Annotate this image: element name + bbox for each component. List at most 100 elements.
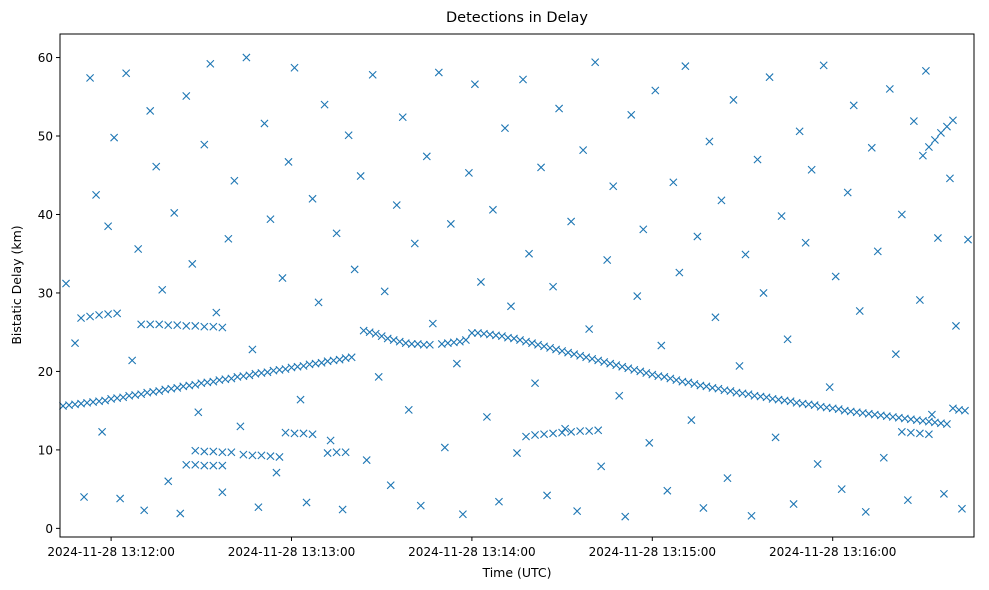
data-point-marker [257, 451, 266, 460]
data-point-marker [296, 395, 305, 404]
data-point-marker [627, 110, 636, 119]
data-point-marker [461, 336, 470, 345]
x-tick-label: 2024-11-28 13:16:00 [769, 545, 896, 559]
data-point-marker [510, 334, 518, 343]
data-point-marker [849, 101, 858, 110]
data-point-marker [645, 438, 654, 447]
data-point-marker [140, 506, 149, 515]
data-point-marker [254, 503, 263, 512]
data-point-marker [299, 361, 308, 370]
y-tick-label: 10 [38, 443, 53, 457]
data-point-marker [416, 501, 425, 510]
data-point-marker [86, 312, 95, 321]
data-point-marker [155, 387, 164, 396]
data-point-marker [191, 460, 200, 469]
data-point-marker [209, 322, 218, 331]
data-point-marker [903, 496, 912, 505]
data-point-marker [579, 146, 588, 155]
plot-frame [59, 33, 975, 538]
data-point-marker [651, 86, 660, 95]
data-point-marker [407, 339, 416, 348]
data-point-marker [513, 449, 521, 458]
data-point-marker [260, 119, 269, 128]
data-point-marker [516, 336, 524, 345]
data-point-marker [227, 448, 236, 457]
data-point-marker [891, 350, 900, 359]
data-point-marker [113, 309, 122, 318]
data-point-marker [702, 382, 711, 391]
data-point-marker [879, 453, 888, 462]
y-tick-label: 20 [38, 365, 53, 379]
data-point-marker [576, 351, 585, 360]
data-point-marker [278, 274, 287, 283]
data-point-marker [377, 332, 386, 341]
data-point-marker [206, 59, 215, 68]
data-point-marker [915, 429, 924, 438]
data-point-marker [209, 377, 218, 386]
data-point-marker [308, 430, 317, 439]
data-point-marker [837, 485, 846, 494]
data-point-marker [236, 422, 245, 431]
data-point-marker [633, 292, 642, 301]
data-point-marker [660, 372, 669, 381]
data-point-marker [924, 430, 933, 439]
data-point-marker [77, 314, 86, 323]
data-point-marker [597, 462, 606, 471]
data-point-marker [92, 190, 101, 199]
data-point-marker [332, 448, 341, 457]
data-point-marker [669, 178, 678, 187]
data-point-marker [600, 358, 609, 366]
data-point-marker [101, 396, 110, 405]
data-point-marker [615, 391, 624, 400]
data-point-marker [939, 489, 948, 498]
data-point-marker [591, 58, 600, 67]
data-point-marker [540, 342, 549, 351]
x-tick-label: 2024-11-28 13:13:00 [228, 545, 355, 559]
data-point-marker [284, 157, 293, 166]
data-point-marker [404, 405, 413, 414]
data-point-marker [170, 208, 179, 217]
data-point-marker [275, 452, 284, 461]
data-point-marker [630, 365, 639, 374]
data-point-marker [801, 238, 810, 247]
data-point-marker [398, 113, 407, 122]
y-axis-label: Bistatic Delay (km) [9, 225, 24, 344]
data-point-marker [500, 124, 509, 133]
data-point-marker [843, 188, 852, 197]
data-point-marker [200, 447, 209, 456]
data-point-marker [948, 404, 957, 413]
data-point-marker [930, 135, 939, 144]
data-point-marker [897, 210, 906, 219]
data-point-marker [537, 163, 546, 172]
data-point-marker [326, 436, 335, 445]
data-point-marker [672, 376, 681, 385]
data-point-marker [753, 155, 762, 164]
data-point-marker [452, 359, 461, 368]
data-point-marker [323, 449, 332, 458]
data-point-marker [419, 340, 428, 349]
data-point-marker [540, 430, 549, 439]
data-point-marker [546, 343, 555, 352]
data-point-marker [86, 73, 95, 82]
data-point-marker [771, 433, 780, 442]
data-point-marker [359, 326, 368, 335]
data-point-marker [209, 461, 218, 470]
data-point-marker [945, 174, 954, 183]
data-point-marker [621, 512, 630, 521]
data-point-marker [663, 486, 672, 495]
data-point-marker [302, 498, 311, 507]
data-point-marker [122, 69, 131, 78]
x-tick-label: 2024-11-28 13:14:00 [408, 545, 535, 559]
data-point-marker [960, 406, 969, 415]
data-point-marker [137, 390, 146, 399]
data-point-marker [173, 383, 182, 392]
data-point-marker [494, 497, 503, 506]
data-point-marker [248, 451, 257, 460]
data-point-marker [146, 320, 155, 329]
data-point-marker [936, 128, 945, 137]
data-point-marker [191, 380, 200, 389]
data-point-marker [963, 235, 972, 244]
data-point-marker [272, 468, 281, 477]
data-point-marker [119, 393, 128, 402]
data-point-marker [341, 448, 350, 457]
